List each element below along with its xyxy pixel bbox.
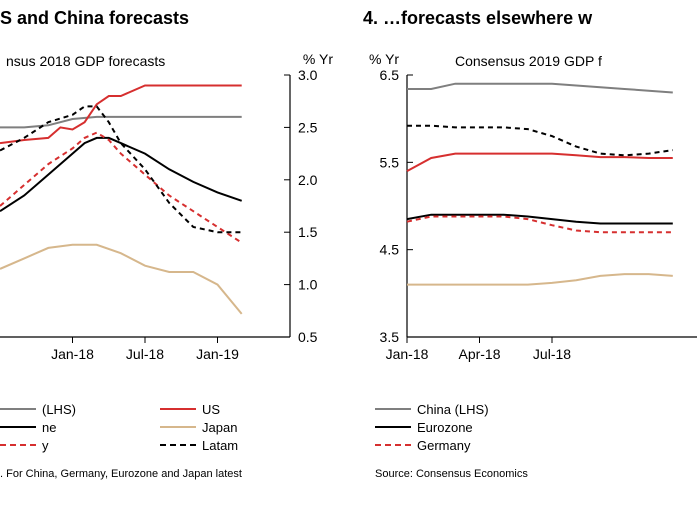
svg-text:Jan-19: Jan-19 (196, 346, 239, 362)
svg-text:Jan-18: Jan-18 (51, 346, 94, 362)
legend-label: Latam (202, 438, 238, 453)
svg-text:Jul-18: Jul-18 (533, 346, 571, 362)
source-right: Source: Consensus Economics (375, 468, 528, 480)
svg-text:6.5: 6.5 (380, 67, 400, 83)
legend-label: US (202, 402, 220, 417)
svg-text:1.0: 1.0 (298, 277, 318, 293)
legend-swatch (375, 444, 411, 446)
legend-swatch (160, 408, 196, 410)
svg-text:4.5: 4.5 (380, 242, 400, 258)
legend-row: ne Japan (0, 418, 335, 436)
chart-right-ylabel-left: % Yr (369, 51, 399, 67)
svg-text:0.5: 0.5 (298, 329, 318, 345)
svg-text:3.0: 3.0 (298, 67, 318, 83)
legend-left: (LHS) US ne Japan y Latam (0, 400, 335, 454)
legend-row: y Latam (0, 436, 335, 454)
chart-right-wrap: % Yr Consensus 2019 GDP f 3.5 4.5 5.5 6.5 Ja… (345, 47, 700, 367)
legend-swatch (0, 426, 36, 428)
panels-container: S and China forecasts nsus 2018 GDP fore… (0, 0, 700, 525)
chart-right-svg: 3.5 4.5 5.5 6.5 Jan-18 Apr-18 Jul-18 (345, 47, 700, 367)
heading-left: S and China forecasts (0, 0, 345, 37)
legend-swatch (375, 426, 411, 428)
chart-left-svg: 0.5 1.0 1.5 2.0 2.5 3.0 Jan-18 Jul-18 Jan-19 (0, 47, 335, 367)
svg-text:Jul-18: Jul-18 (126, 346, 164, 362)
chart-left-wrap: nsus 2018 GDP forecasts % Yr 0.5 1.0 1.5 2.… (0, 47, 335, 367)
legend-label: Japan (202, 420, 237, 435)
legend-label: Eurozone (417, 420, 473, 435)
panel-right: 4. …forecasts elsewhere w % Yr Consensus… (345, 0, 700, 525)
legend-swatch (375, 408, 411, 410)
legend-row: Germany (375, 436, 695, 454)
svg-text:2.0: 2.0 (298, 172, 318, 188)
heading-right: 4. …forecasts elsewhere w (345, 0, 700, 37)
panel-left: S and China forecasts nsus 2018 GDP fore… (0, 0, 345, 525)
svg-text:1.5: 1.5 (298, 224, 318, 240)
legend-row: Eurozone (375, 418, 695, 436)
chart-right-title: Consensus 2019 GDP f (455, 53, 685, 69)
svg-text:2.5: 2.5 (298, 119, 318, 135)
legend-swatch (0, 444, 36, 446)
source-left: . For China, Germany, Eurozone and Japan… (0, 468, 242, 480)
legend-row: China (LHS) (375, 400, 695, 418)
legend-label: China (LHS) (417, 402, 489, 417)
chart-left-title: nsus 2018 GDP forecasts (6, 53, 206, 69)
chart-left-ylabel-right: % Yr (303, 51, 333, 67)
legend-row: (LHS) US (0, 400, 335, 418)
legend-swatch (160, 426, 196, 428)
legend-right: China (LHS) Eurozone Germany (375, 400, 695, 454)
legend-label: (LHS) (42, 402, 76, 417)
svg-text:Apr-18: Apr-18 (458, 346, 500, 362)
svg-text:Jan-18: Jan-18 (386, 346, 429, 362)
legend-label: ne (42, 420, 56, 435)
legend-label: Germany (417, 438, 470, 453)
svg-text:5.5: 5.5 (380, 154, 400, 170)
legend-label: y (42, 438, 49, 453)
legend-swatch (160, 444, 196, 446)
legend-swatch (0, 408, 36, 410)
svg-text:3.5: 3.5 (380, 329, 400, 345)
